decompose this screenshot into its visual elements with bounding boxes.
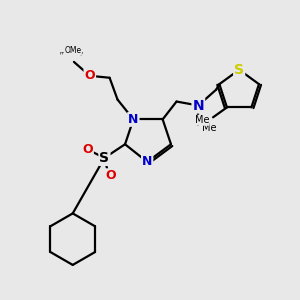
- Text: N: N: [128, 113, 139, 126]
- Text: methoxy: methoxy: [60, 51, 84, 56]
- Text: Me: Me: [195, 115, 209, 125]
- Text: Me: Me: [202, 123, 217, 133]
- Text: O: O: [82, 142, 93, 155]
- Text: methoxy: methoxy: [60, 53, 84, 58]
- Text: OMe: OMe: [64, 46, 82, 55]
- Text: N: N: [193, 98, 204, 112]
- Text: N: N: [142, 155, 152, 168]
- Text: S: S: [99, 151, 110, 165]
- Text: S: S: [234, 63, 244, 77]
- Text: O: O: [85, 69, 95, 82]
- Text: O: O: [105, 169, 116, 182]
